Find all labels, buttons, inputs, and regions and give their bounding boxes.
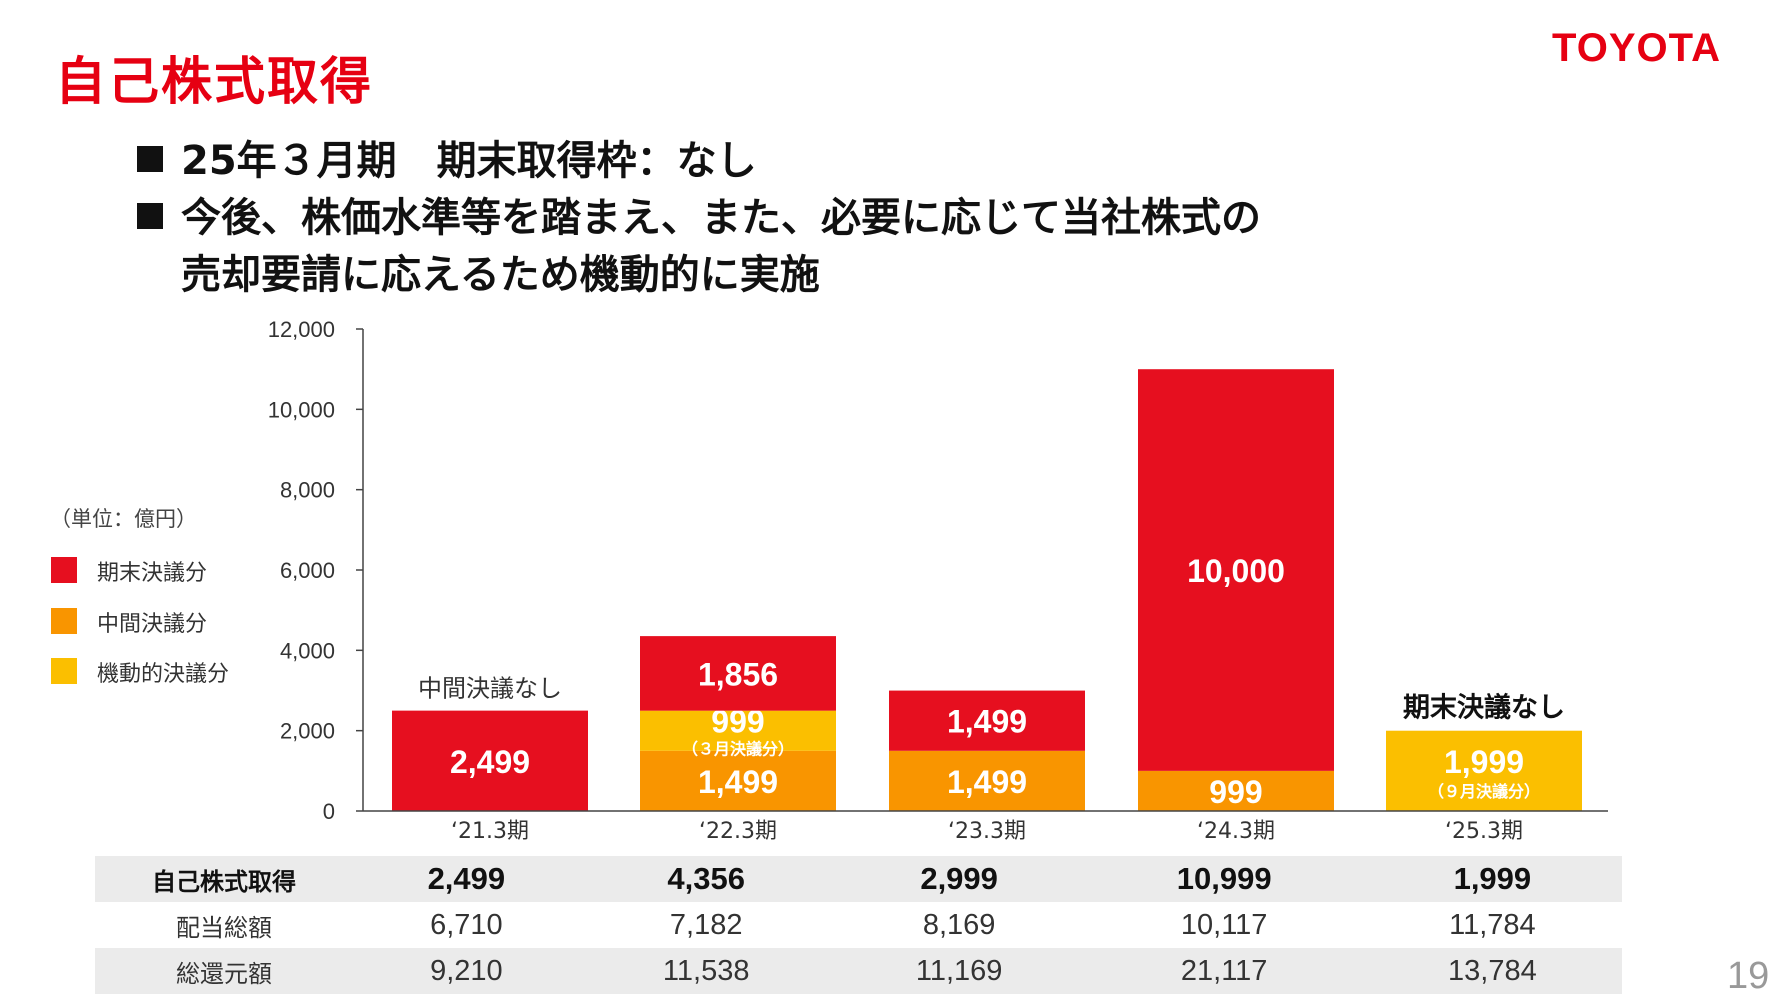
unit-label: （単位：億円） — [50, 507, 197, 531]
bar-segment — [640, 636, 836, 711]
bullet-text: 25年３月期 期末取得枠：なし — [181, 138, 757, 184]
bar-value-label: 1,499 — [947, 704, 1027, 740]
bullet-text: 今後、株価水準等を踏まえ、また、必要に応じて当社株式の — [181, 195, 1261, 241]
x-tick-label: ‘23.3期 — [948, 819, 1026, 844]
cell: 4,356 — [579, 856, 833, 902]
cell: 11,169 — [832, 948, 1086, 994]
cell: 21,117 — [1085, 948, 1363, 994]
page-number: 19 — [1727, 955, 1770, 997]
bar-segment — [1386, 730, 1582, 811]
cell: 13,784 — [1362, 948, 1622, 994]
y-tick-label: 0 — [323, 799, 335, 824]
chart-annotation: 期末決議なし — [1403, 693, 1565, 724]
y-tick-label: 10,000 — [268, 397, 335, 422]
cell: 11,538 — [579, 948, 833, 994]
bar-sub-label: （３月決議分） — [682, 740, 794, 759]
toyota-logo: TOYOTA — [1552, 26, 1721, 70]
bullet-2: 今後、株価水準等を踏まえ、また、必要に応じて当社株式の — [137, 185, 1261, 243]
bar-value-label: 10,000 — [1187, 553, 1285, 589]
summary-table: 自己株式取得 2,499 4,356 2,999 10,999 1,999 配当… — [95, 856, 1622, 994]
bar-segment — [392, 710, 588, 811]
row-label: 自己株式取得 — [95, 856, 353, 902]
cell: 9,210 — [353, 948, 580, 994]
table-row: 自己株式取得 2,499 4,356 2,999 10,999 1,999 — [95, 856, 1622, 902]
legend-swatch — [51, 658, 77, 684]
y-tick-label: 2,000 — [280, 719, 335, 744]
chart-annotation: 中間決議なし — [418, 675, 562, 703]
legend-swatch — [51, 557, 77, 583]
table-row: 配当総額 6,710 7,182 8,169 10,117 11,784 — [95, 902, 1622, 948]
bar-segment — [889, 690, 1085, 751]
cell: 6,710 — [430, 908, 503, 941]
x-tick-label: ‘24.3期 — [1197, 819, 1275, 844]
x-tick-label: ‘21.3期 — [451, 819, 529, 844]
legend-swatch — [51, 608, 77, 634]
bar-value-label: 1,499 — [698, 764, 778, 800]
cell: 2,999 — [832, 856, 1086, 902]
legend-label: 中間決議分 — [97, 612, 208, 637]
legend-label: 機動的決議分 — [97, 662, 230, 687]
bar-segment — [889, 750, 1085, 811]
x-tick-label: ‘22.3期 — [699, 819, 777, 844]
legend-label: 期末決議分 — [97, 561, 208, 586]
bar-sub-label: （９月決議分） — [1428, 782, 1540, 801]
cell: 10,117 — [1180, 908, 1268, 941]
square-bullet-icon — [137, 146, 163, 172]
table-row: 総還元額 9,210 11,538 11,169 21,117 13,784 — [95, 948, 1622, 994]
bullet-2-continued: 売却要請に応えるため機動的に実施 — [181, 252, 820, 298]
cell: 1,999 — [1362, 856, 1622, 902]
bar-value-label: 999 — [1209, 774, 1262, 810]
bar-value-label: 1,856 — [698, 656, 778, 692]
bar-segment — [640, 710, 836, 751]
bullet-1: 25年３月期 期末取得枠：なし — [137, 128, 757, 186]
y-tick-label: 6,000 — [280, 558, 335, 583]
y-tick-label: 12,000 — [268, 317, 335, 342]
y-tick-label: 8,000 — [280, 478, 335, 503]
bar-value-label: 2,499 — [450, 744, 530, 780]
bar-segment — [640, 750, 836, 811]
square-bullet-icon — [137, 203, 163, 229]
row-label: 総還元額 — [95, 948, 353, 994]
bar-value-label: 1,999 — [1444, 744, 1524, 780]
bar-segment — [1138, 369, 1334, 771]
cell: 8,169 — [922, 908, 996, 941]
x-tick-label: ‘25.3期 — [1445, 819, 1523, 844]
y-tick-label: 4,000 — [280, 638, 335, 663]
cell: 7,182 — [669, 908, 743, 941]
page-title: 自己株式取得 — [55, 53, 374, 112]
row-label: 配当総額 — [176, 913, 272, 942]
cell: 2,499 — [353, 856, 580, 902]
bar-value-label: 1,499 — [947, 764, 1027, 800]
stacked-bar-chart: 0 2,000 4,000 6,000 8,000 10,000 12,000 2,499 ‘2… — [268, 317, 1608, 844]
cell: 10,999 — [1085, 856, 1363, 902]
bar-segment — [1138, 770, 1334, 811]
cell: 11,784 — [1449, 908, 1536, 941]
